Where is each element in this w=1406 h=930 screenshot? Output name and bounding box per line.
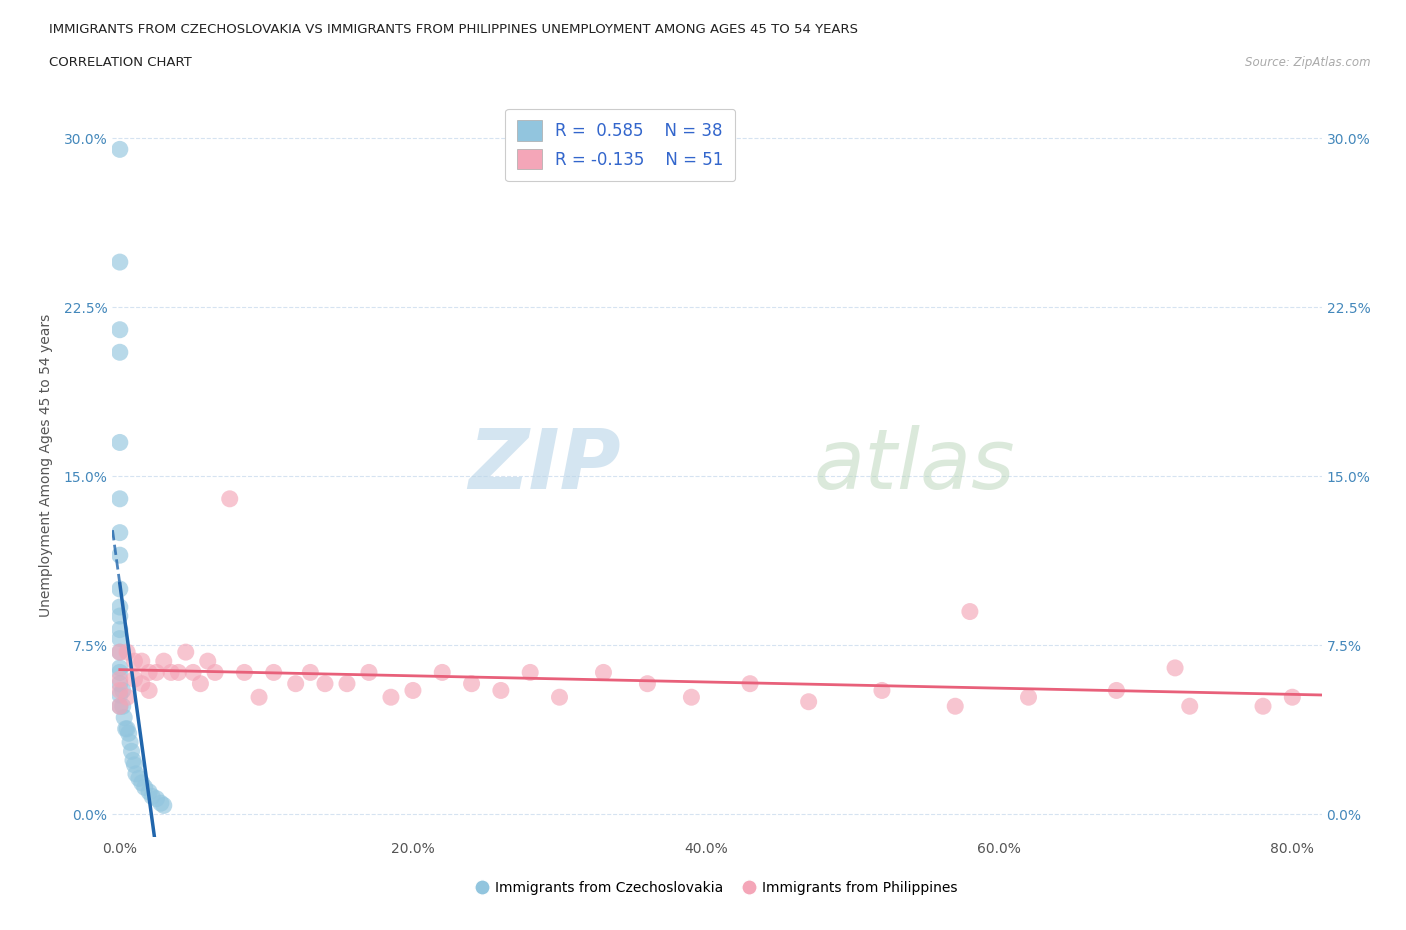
Point bbox=[108, 676, 131, 691]
Point bbox=[124, 757, 146, 772]
Point bbox=[114, 722, 136, 737]
Point bbox=[108, 644, 131, 659]
Point bbox=[138, 665, 160, 680]
Point bbox=[108, 525, 131, 540]
Point bbox=[460, 676, 482, 691]
Point bbox=[204, 665, 226, 680]
Point bbox=[181, 665, 204, 680]
Point bbox=[117, 725, 139, 740]
Text: Source: ZipAtlas.com: Source: ZipAtlas.com bbox=[1246, 56, 1371, 69]
Point bbox=[108, 491, 131, 506]
Text: IMMIGRANTS FROM CZECHOSLOVAKIA VS IMMIGRANTS FROM PHILIPPINES UNEMPLOYMENT AMONG: IMMIGRANTS FROM CZECHOSLOVAKIA VS IMMIGR… bbox=[49, 23, 858, 36]
Point bbox=[108, 600, 131, 615]
Point bbox=[138, 785, 160, 800]
Point bbox=[870, 683, 893, 698]
Point bbox=[797, 695, 820, 710]
Text: ZIP: ZIP bbox=[468, 424, 620, 506]
Point bbox=[115, 722, 138, 737]
Point bbox=[108, 683, 131, 698]
Point bbox=[108, 435, 131, 450]
Point bbox=[145, 791, 167, 806]
Point bbox=[124, 671, 146, 686]
Point bbox=[108, 698, 131, 713]
Point bbox=[336, 676, 359, 691]
Point bbox=[131, 676, 153, 691]
Point bbox=[1164, 660, 1187, 675]
Point bbox=[108, 660, 131, 675]
Point bbox=[1281, 690, 1303, 705]
Point bbox=[108, 548, 131, 563]
Point bbox=[128, 771, 150, 786]
Point bbox=[134, 780, 156, 795]
Point bbox=[152, 798, 174, 813]
Point bbox=[108, 671, 131, 686]
Point bbox=[121, 744, 143, 759]
Point bbox=[197, 654, 219, 669]
Point bbox=[112, 711, 135, 725]
Point bbox=[108, 698, 131, 713]
Point bbox=[1178, 698, 1201, 713]
Point bbox=[284, 676, 307, 691]
Point bbox=[122, 753, 145, 768]
Point bbox=[108, 255, 131, 270]
Point bbox=[738, 676, 761, 691]
Point bbox=[108, 631, 131, 646]
Point bbox=[108, 644, 131, 659]
Point bbox=[108, 581, 131, 596]
Point bbox=[402, 683, 425, 698]
Point bbox=[131, 776, 153, 790]
Point bbox=[247, 690, 270, 705]
Point bbox=[111, 698, 134, 713]
Point bbox=[548, 690, 571, 705]
Point bbox=[489, 683, 512, 698]
Point bbox=[299, 665, 322, 680]
Point bbox=[149, 796, 172, 811]
Point bbox=[108, 665, 131, 680]
Point bbox=[943, 698, 966, 713]
Point bbox=[125, 766, 148, 781]
Point bbox=[174, 644, 197, 659]
Point bbox=[959, 604, 981, 619]
Point bbox=[263, 665, 285, 680]
Y-axis label: Unemployment Among Ages 45 to 54 years: Unemployment Among Ages 45 to 54 years bbox=[38, 313, 52, 617]
Text: CORRELATION CHART: CORRELATION CHART bbox=[49, 56, 193, 69]
Point bbox=[108, 323, 131, 338]
Text: atlas: atlas bbox=[814, 424, 1015, 506]
Point bbox=[1105, 683, 1128, 698]
Point bbox=[124, 654, 146, 669]
Point bbox=[108, 622, 131, 637]
Point bbox=[314, 676, 336, 691]
Point bbox=[141, 789, 163, 804]
Point bbox=[108, 345, 131, 360]
Point bbox=[681, 690, 703, 705]
Legend: Immigrants from Czechoslovakia, Immigrants from Philippines: Immigrants from Czechoslovakia, Immigran… bbox=[471, 876, 963, 901]
Point bbox=[519, 665, 541, 680]
Point bbox=[108, 142, 131, 157]
Point bbox=[592, 665, 614, 680]
Point bbox=[233, 665, 256, 680]
Point bbox=[108, 608, 131, 623]
Point bbox=[108, 687, 131, 702]
Point bbox=[145, 665, 167, 680]
Point bbox=[120, 735, 142, 750]
Point bbox=[380, 690, 402, 705]
Point bbox=[432, 665, 454, 680]
Point bbox=[167, 665, 190, 680]
Point bbox=[1251, 698, 1274, 713]
Point bbox=[115, 690, 138, 705]
Point bbox=[115, 644, 138, 659]
Point bbox=[190, 676, 212, 691]
Point bbox=[357, 665, 380, 680]
Point bbox=[218, 491, 240, 506]
Point bbox=[138, 683, 160, 698]
Point bbox=[111, 683, 134, 698]
Point bbox=[636, 676, 658, 691]
Point bbox=[131, 654, 153, 669]
Point bbox=[152, 654, 174, 669]
Point bbox=[1018, 690, 1040, 705]
Point bbox=[160, 665, 183, 680]
